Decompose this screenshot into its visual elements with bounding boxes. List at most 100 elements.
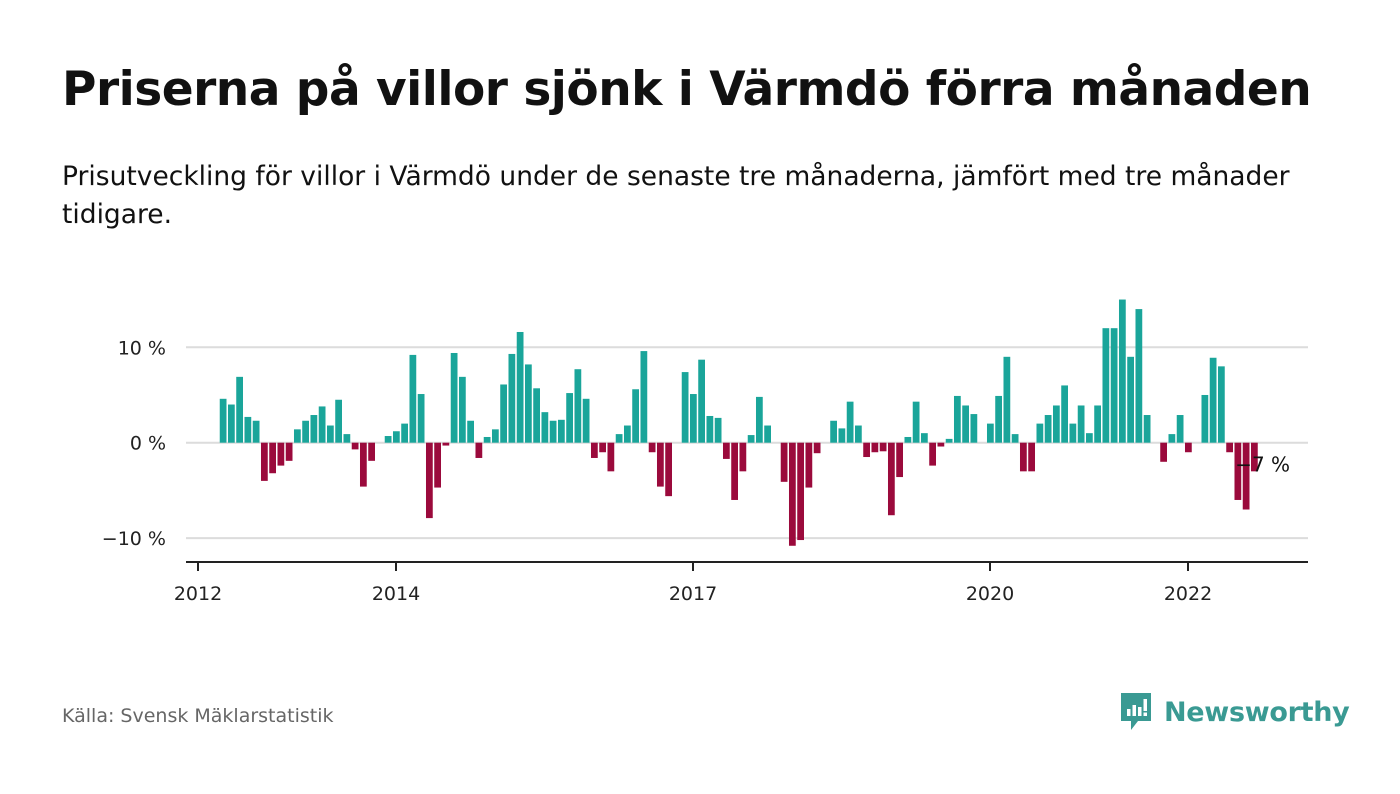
bar (929, 442, 936, 466)
bar (615, 434, 623, 443)
brand-logo[interactable]: Newsworthy (1118, 690, 1350, 734)
bar (681, 372, 689, 443)
bar (1201, 394, 1209, 443)
bar (995, 395, 1002, 443)
bar (392, 431, 400, 443)
bar (310, 415, 318, 443)
bar (508, 353, 516, 443)
bar (409, 354, 417, 443)
bar (1044, 415, 1052, 443)
bar (1143, 415, 1151, 443)
bar (970, 414, 978, 443)
bar (1226, 442, 1233, 453)
brand-name: Newsworthy (1164, 696, 1350, 728)
bar (1052, 405, 1060, 443)
bar (805, 442, 813, 488)
bar (417, 394, 425, 443)
bar (632, 389, 639, 443)
bar (1028, 442, 1035, 472)
bar (458, 376, 466, 443)
bar (1110, 328, 1118, 443)
bar (269, 442, 276, 474)
bar (260, 442, 268, 481)
bar (838, 428, 846, 443)
bar (846, 401, 854, 443)
bar (656, 442, 664, 487)
bar (343, 434, 351, 443)
bar (574, 369, 582, 443)
bar (483, 436, 491, 443)
bar (747, 435, 755, 443)
bar (714, 417, 722, 443)
bar (1127, 356, 1134, 443)
bar (549, 420, 557, 443)
y-tick-label: −10 % (102, 528, 166, 550)
bar (986, 423, 994, 443)
bar (1019, 442, 1027, 472)
bar (434, 442, 441, 488)
bar (516, 331, 524, 443)
bar (640, 351, 648, 443)
x-tick-label: 2020 (966, 583, 1014, 605)
bar (1118, 299, 1126, 443)
bar (912, 401, 920, 443)
bar (863, 442, 870, 458)
page-subtitle: Prisutveckling för villor i Värmdö under… (62, 161, 1290, 230)
bar (1250, 442, 1258, 472)
bar (788, 442, 796, 546)
newsworthy-logo-icon (1121, 693, 1151, 730)
bar (533, 388, 540, 443)
bar (1209, 357, 1217, 443)
bar (722, 442, 730, 459)
bar (945, 438, 953, 443)
bar (384, 436, 392, 443)
bar (1242, 442, 1250, 510)
bar (318, 406, 326, 443)
bar (937, 442, 945, 447)
bar (582, 398, 590, 443)
x-axis (186, 561, 1308, 571)
bar (285, 442, 293, 461)
bar (475, 442, 483, 458)
bar (953, 395, 961, 443)
bar (1011, 434, 1019, 443)
bar (665, 442, 672, 497)
bar (368, 442, 375, 461)
source-note: Källa: Svensk Mäklarstatistik (62, 705, 334, 727)
bar (1094, 405, 1101, 443)
bar (219, 398, 227, 443)
bar (904, 436, 912, 443)
x-tick-label: 2014 (372, 583, 420, 605)
bar (1077, 405, 1085, 443)
bar (962, 405, 969, 443)
bar (706, 415, 714, 443)
bar (764, 425, 771, 443)
bar (1036, 423, 1044, 443)
y-tick-label: 10 % (118, 337, 166, 359)
bar (739, 442, 747, 472)
bar (1069, 423, 1077, 443)
bar (541, 412, 549, 443)
bar (731, 442, 738, 500)
last-value-label: −7 % (1235, 453, 1290, 477)
bar (590, 442, 598, 458)
bar (599, 442, 606, 453)
bar (1003, 356, 1011, 443)
bar (450, 352, 458, 443)
x-tick-label: 2022 (1164, 583, 1212, 605)
x-tick-label: 2012 (174, 583, 222, 605)
bar (871, 442, 879, 453)
bar (698, 359, 705, 443)
chart-labels: 10 % 0 % −10 % 2012 2014 2017 2020 2022 −7 % (102, 337, 1290, 605)
bar (896, 442, 903, 478)
bar (557, 419, 565, 443)
bar-series (219, 299, 1258, 546)
bar (879, 442, 887, 452)
bar (813, 442, 821, 454)
bar (797, 442, 804, 541)
bar (442, 442, 450, 446)
bar (755, 396, 763, 443)
bar (566, 393, 573, 443)
bar (302, 420, 309, 443)
